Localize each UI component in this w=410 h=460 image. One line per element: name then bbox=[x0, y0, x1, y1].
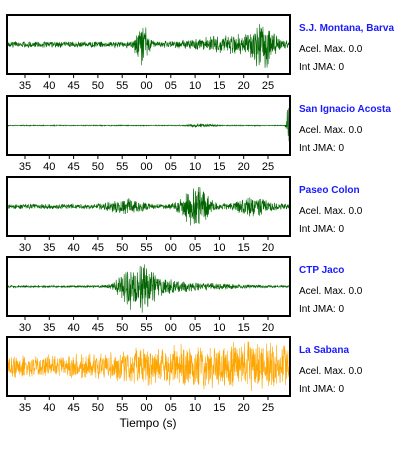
x-tick-label: 40 bbox=[43, 402, 55, 414]
x-tick-label: 10 bbox=[213, 322, 225, 334]
x-tick-label: 00 bbox=[140, 402, 152, 414]
x-tick-label: 05 bbox=[165, 402, 177, 414]
x-tick-label: 50 bbox=[116, 322, 128, 334]
x-tick-label: 20 bbox=[238, 80, 250, 92]
station-name: S.J. Montana, Barva bbox=[299, 23, 394, 34]
int-jma-text: Int JMA: 0 bbox=[299, 143, 344, 154]
panel-frame bbox=[6, 336, 291, 397]
station-panel: 30 35 40 45 50 55 00 05 10 15 20 CTP Jaco Acel. Max.… bbox=[6, 256, 363, 334]
panels-group: 35 40 45 50 55 00 05 10 15 20 25 S.J. Montana, Barv… bbox=[6, 14, 394, 414]
accel-max-text: Acel. Max. 0.0 bbox=[299, 44, 363, 55]
int-jma-text: Int JMA: 0 bbox=[299, 304, 344, 315]
x-tick-label: 45 bbox=[67, 161, 79, 173]
panel-frame bbox=[6, 14, 291, 75]
accel-max-text: Acel. Max. 0.0 bbox=[299, 206, 363, 217]
x-tick-label: 30 bbox=[19, 322, 31, 334]
x-tick-label: 55 bbox=[116, 161, 128, 173]
int-jma-text: Int JMA: 0 bbox=[299, 224, 344, 235]
station-name: CTP Jaco bbox=[299, 265, 344, 276]
x-tick-label: 05 bbox=[165, 161, 177, 173]
station-panel: 35 40 45 50 55 00 05 10 15 20 25 S.J. Montana, Barv… bbox=[6, 14, 394, 92]
station-panel: 30 35 40 45 50 55 00 05 10 15 20 Paseo Colon Acel. M… bbox=[6, 176, 363, 254]
waveform-trace bbox=[6, 341, 291, 392]
accel-max-text: Acel. Max. 0.0 bbox=[299, 286, 363, 297]
x-tick-label: 00 bbox=[165, 322, 177, 334]
accel-max-text: Acel. Max. 0.0 bbox=[299, 125, 363, 136]
x-tick-label: 10 bbox=[213, 242, 225, 254]
x-tick-label: 30 bbox=[19, 242, 31, 254]
waveform-trace bbox=[6, 108, 291, 142]
accel-max-text: Acel. Max. 0.0 bbox=[299, 366, 363, 377]
x-tick-label: 25 bbox=[262, 402, 274, 414]
x-tick-label: 10 bbox=[189, 161, 201, 173]
x-tick-label: 45 bbox=[67, 80, 79, 92]
x-tick-label: 50 bbox=[92, 402, 104, 414]
x-tick-label: 35 bbox=[19, 80, 31, 92]
x-tick-label: 50 bbox=[92, 161, 104, 173]
x-tick-label: 05 bbox=[189, 242, 201, 254]
station-name: San Ignacio Acosta bbox=[299, 104, 391, 115]
x-tick-label: 55 bbox=[140, 322, 152, 334]
x-tick-label: 40 bbox=[67, 242, 79, 254]
waveform-trace bbox=[6, 187, 291, 226]
x-tick-label: 00 bbox=[140, 161, 152, 173]
x-tick-label: 10 bbox=[189, 402, 201, 414]
x-tick-label: 35 bbox=[19, 402, 31, 414]
station-name: La Sabana bbox=[299, 345, 349, 356]
x-tick-label: 15 bbox=[238, 242, 250, 254]
x-tick-label: 40 bbox=[43, 80, 55, 92]
x-tick-label: 20 bbox=[262, 322, 274, 334]
x-tick-label: 35 bbox=[43, 322, 55, 334]
x-tick-label: 50 bbox=[116, 242, 128, 254]
station-name: Paseo Colon bbox=[299, 185, 360, 196]
x-tick-label: 00 bbox=[165, 242, 177, 254]
x-tick-label: 25 bbox=[262, 161, 274, 173]
x-tick-label: 45 bbox=[92, 322, 104, 334]
int-jma-text: Int JMA: 0 bbox=[299, 384, 344, 395]
x-tick-label: 45 bbox=[67, 402, 79, 414]
x-tick-label: 05 bbox=[189, 322, 201, 334]
x-tick-label: 20 bbox=[262, 242, 274, 254]
x-tick-label: 20 bbox=[238, 161, 250, 173]
x-axis-title: Tiempo (s) bbox=[120, 416, 177, 430]
x-tick-label: 15 bbox=[213, 402, 225, 414]
x-tick-label: 55 bbox=[116, 80, 128, 92]
station-panel: 35 40 45 50 55 00 05 10 15 20 25 San Ignacio Acosta… bbox=[6, 95, 391, 173]
waveform-trace bbox=[6, 23, 291, 68]
x-tick-label: 35 bbox=[19, 161, 31, 173]
x-tick-label: 15 bbox=[238, 322, 250, 334]
x-tick-label: 05 bbox=[165, 80, 177, 92]
panel-frame bbox=[6, 95, 291, 156]
x-tick-label: 45 bbox=[92, 242, 104, 254]
x-tick-label: 40 bbox=[67, 322, 79, 334]
panel-frame bbox=[6, 256, 291, 317]
x-tick-label: 00 bbox=[140, 80, 152, 92]
int-jma-text: Int JMA: 0 bbox=[299, 62, 344, 73]
x-tick-label: 15 bbox=[213, 161, 225, 173]
x-tick-label: 40 bbox=[43, 161, 55, 173]
x-tick-label: 55 bbox=[116, 402, 128, 414]
x-tick-label: 15 bbox=[213, 80, 225, 92]
x-tick-label: 50 bbox=[92, 80, 104, 92]
x-tick-label: 20 bbox=[238, 402, 250, 414]
x-tick-label: 35 bbox=[43, 242, 55, 254]
x-tick-label: 55 bbox=[140, 242, 152, 254]
station-panel: 35 40 45 50 55 00 05 10 15 20 25 La Sabana Acel. Max… bbox=[6, 336, 363, 414]
waveform-trace bbox=[6, 264, 291, 313]
panel-frame bbox=[6, 176, 291, 237]
x-tick-label: 10 bbox=[189, 80, 201, 92]
x-tick-label: 25 bbox=[262, 80, 274, 92]
